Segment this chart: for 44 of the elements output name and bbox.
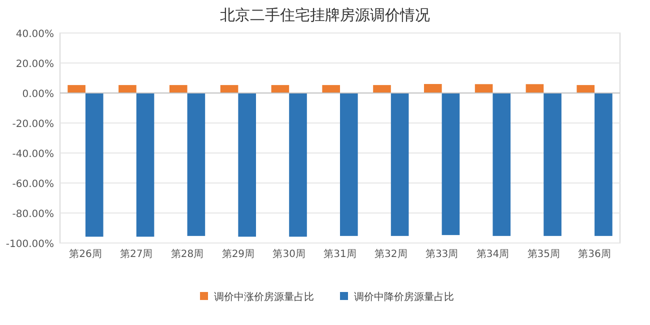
bar xyxy=(322,85,340,93)
bar xyxy=(576,85,595,93)
bar xyxy=(68,85,86,93)
y-tick-label: -100.00% xyxy=(6,239,54,250)
bar xyxy=(118,85,136,93)
y-tick-label: -20.00% xyxy=(12,119,54,130)
y-tick-label: 40.00% xyxy=(16,29,54,40)
bar xyxy=(85,93,104,237)
x-tick-label: 第27周 xyxy=(120,248,153,260)
x-tick-label: 第35周 xyxy=(527,248,560,260)
x-tick-label: 第29周 xyxy=(222,248,255,260)
bar xyxy=(289,93,307,237)
bar xyxy=(526,84,544,93)
bar xyxy=(169,85,188,93)
bar xyxy=(594,93,612,236)
legend-label: 调价中降价房源量占比 xyxy=(354,291,454,303)
bar xyxy=(373,85,391,93)
x-tick-label: 第33周 xyxy=(425,248,458,260)
bar xyxy=(424,84,442,93)
bar xyxy=(442,93,460,236)
bar xyxy=(544,93,562,236)
bar xyxy=(220,85,238,93)
x-tick-label: 第31周 xyxy=(324,248,356,260)
x-tick-label: 第28周 xyxy=(170,248,204,260)
x-tick-label: 第36周 xyxy=(578,248,611,260)
bar xyxy=(390,93,409,236)
y-tick-label: 0.00% xyxy=(22,89,54,100)
legend-label: 调价中涨价房源量占比 xyxy=(214,291,314,303)
y-tick-label: -60.00% xyxy=(12,179,54,190)
bar xyxy=(238,93,256,237)
y-tick-label: -80.00% xyxy=(12,209,54,220)
y-tick-label: 20.00% xyxy=(16,59,54,70)
bar xyxy=(136,93,154,237)
bar xyxy=(492,93,511,236)
bar xyxy=(340,93,358,236)
y-tick-label: -40.00% xyxy=(12,149,54,160)
x-tick-label: 第32周 xyxy=(374,248,408,260)
x-tick-label: 第34周 xyxy=(476,248,510,260)
bar xyxy=(271,85,290,93)
chart-title: 北京二手住宅挂牌房源调价情况 xyxy=(220,6,430,24)
bar xyxy=(474,84,493,93)
bar xyxy=(187,93,206,236)
x-tick-label: 第26周 xyxy=(69,248,102,260)
x-tick-label: 第30周 xyxy=(272,248,306,260)
